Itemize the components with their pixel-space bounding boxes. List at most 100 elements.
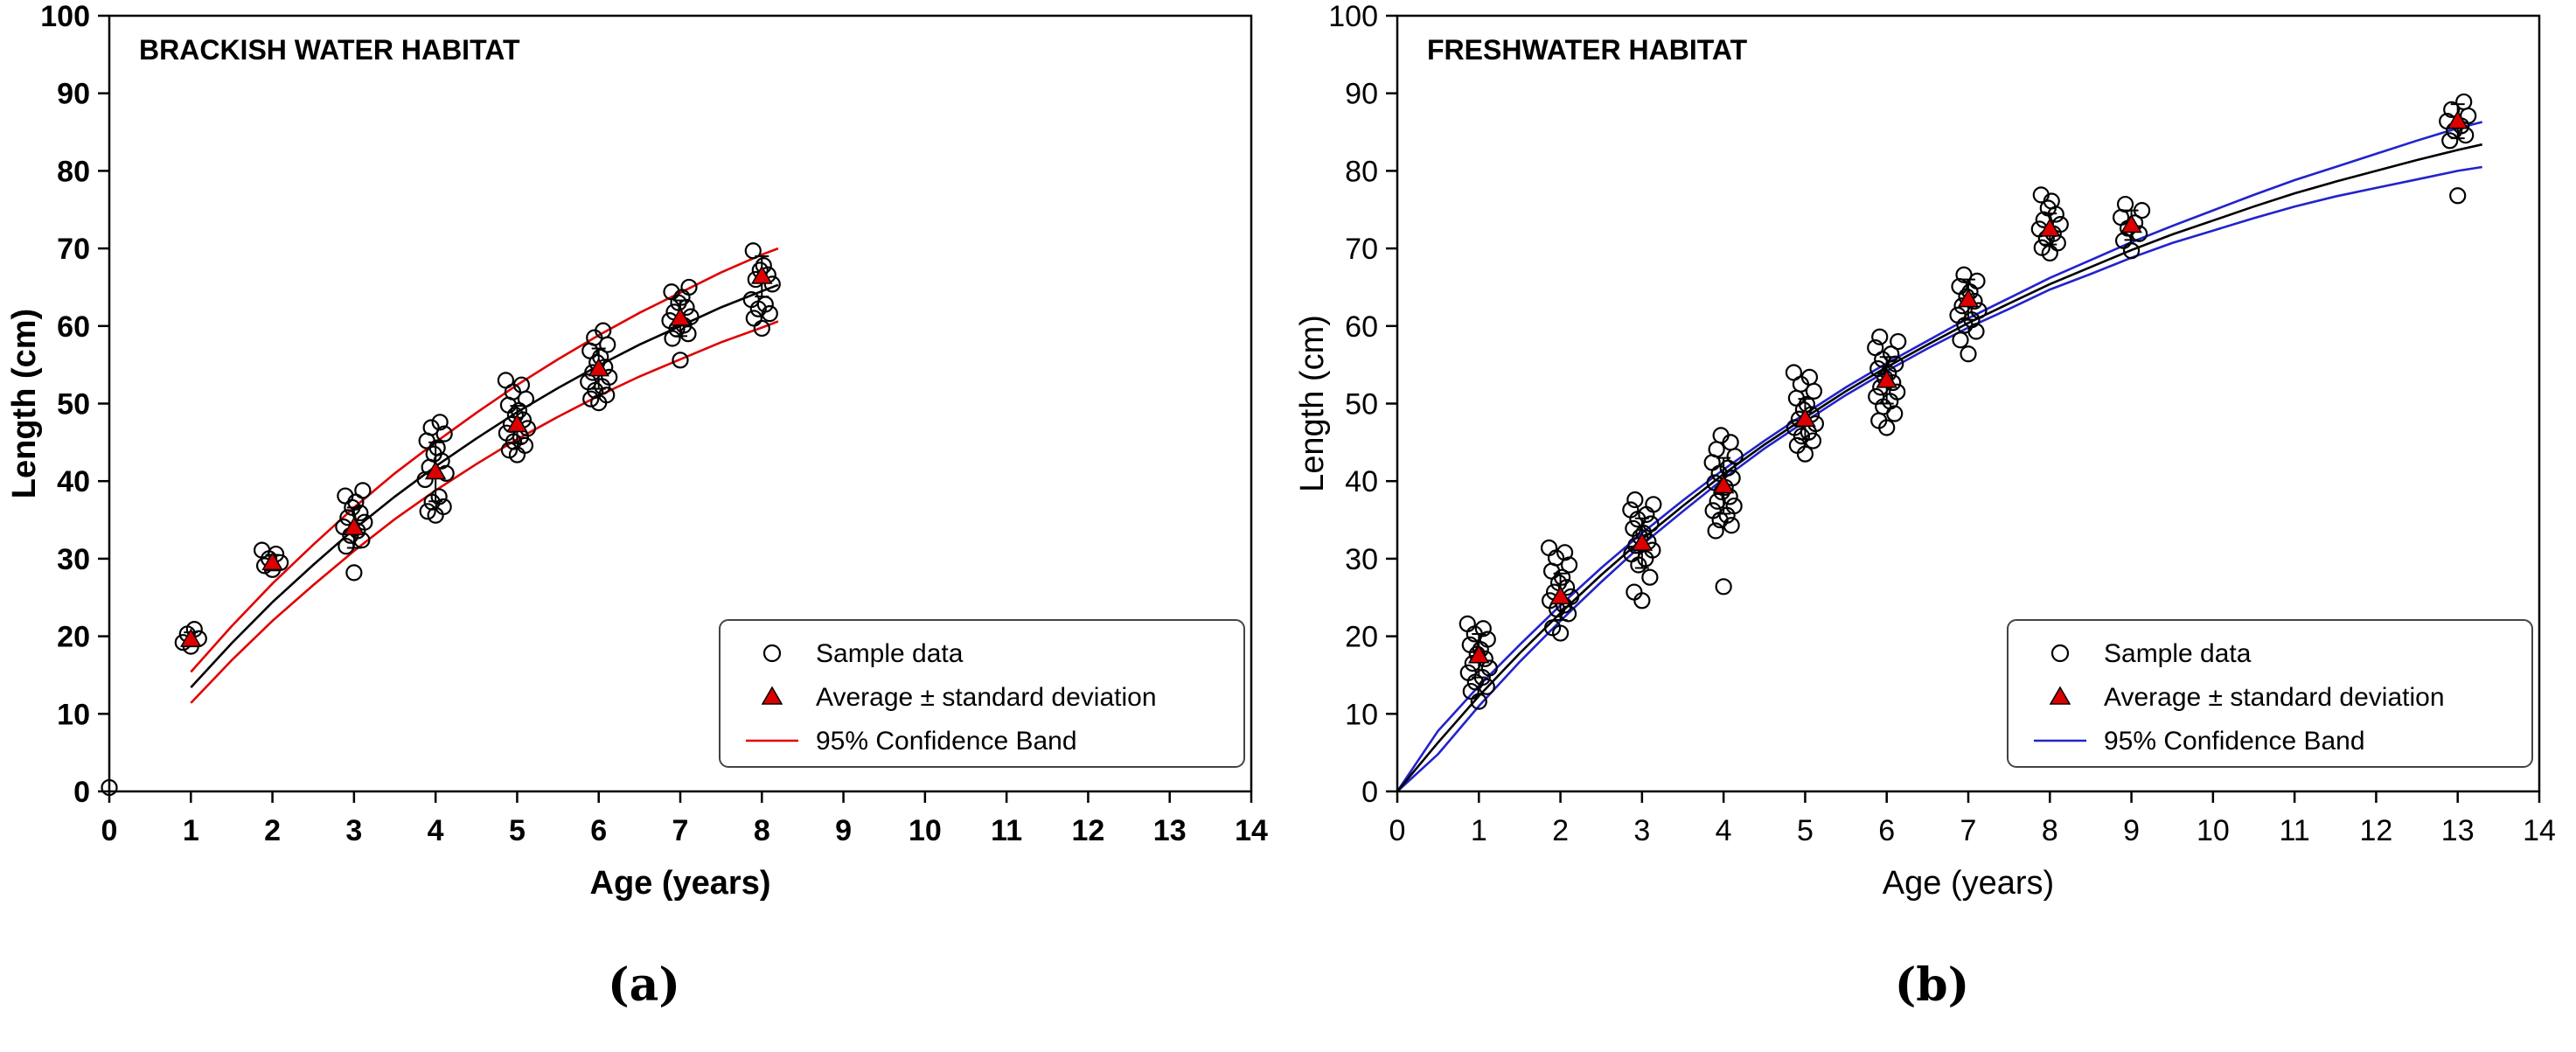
sample-point — [497, 372, 515, 389]
sample-point — [419, 503, 436, 520]
legend-label: 95% Confidence Band — [2104, 727, 2365, 756]
sample-point — [1890, 332, 1907, 351]
y-tick-label: 50 — [1345, 388, 1378, 421]
sample-point — [1955, 266, 1973, 283]
chart-title: FRESHWATER HABITAT — [1427, 34, 1748, 66]
x-tick-label: 1 — [1471, 814, 1487, 847]
sample-point — [1461, 636, 1479, 653]
sample-point — [430, 488, 448, 505]
sample-point — [1474, 620, 1492, 637]
sample-point — [598, 387, 616, 404]
sample-points — [101, 242, 781, 797]
caption-b: (b) — [1894, 958, 1970, 1012]
sample-point — [2449, 187, 2467, 205]
sample-point — [745, 310, 762, 327]
mean-triangle — [1549, 585, 1571, 605]
y-tick-label: 50 — [57, 388, 90, 421]
sample-point — [1626, 583, 1643, 601]
sample-point — [601, 368, 618, 386]
sample-point — [1704, 502, 1722, 519]
sample-point — [498, 424, 516, 442]
x-tick-label: 12 — [2360, 814, 2393, 847]
sample-point — [1804, 432, 1822, 449]
caption-a: (a) — [608, 958, 680, 1012]
sample-point — [595, 322, 612, 339]
sample-point — [1788, 436, 1807, 454]
sample-point — [1459, 664, 1477, 681]
sample-point — [1785, 364, 1803, 381]
x-tick-label: 5 — [509, 814, 526, 847]
sample-point — [1796, 445, 1814, 463]
brackish-chart-canvas: 0 1 2 3 4 5 6 7 8 9 10 11 12 13 1401020304050607080901… — [6, 0, 1268, 902]
y-tick-label: 60 — [57, 310, 90, 344]
sample-point — [512, 376, 531, 394]
confidence-band — [190, 247, 779, 704]
x-tick-label: 2 — [1552, 814, 1569, 847]
sample-point — [672, 352, 689, 369]
sample-point — [1459, 615, 1476, 633]
legend: Sample data Average ± standard deviation 9… — [2007, 619, 2533, 768]
y-tick-label: 100 — [1328, 0, 1378, 33]
x-tick-label: 13 — [1153, 814, 1187, 847]
legend-label: 95% Confidence Band — [816, 727, 1077, 756]
legend-label: Sample data — [816, 639, 964, 668]
sample-point — [422, 419, 440, 436]
sample-point — [345, 564, 363, 582]
sample-point — [1960, 345, 1977, 363]
sample-point — [1715, 578, 1732, 596]
growth-curve — [1396, 143, 2482, 792]
sample-point — [761, 305, 778, 323]
sample-point — [1626, 491, 1644, 509]
x-tick-label: 5 — [1797, 814, 1814, 847]
sample-point — [431, 414, 449, 431]
y-axis: 0 10 20 30 40 50 60 70 80 90 100 — [1328, 0, 1397, 809]
sample-point — [1868, 387, 1885, 406]
legend-mean-icon — [761, 686, 783, 705]
figure-row: 0 1 2 3 4 5 6 7 8 9 10 11 12 13 14 0 10 20 30 40 50 60 70 80 90 1… — [6, 0, 2556, 1012]
mean-triangle — [2120, 213, 2142, 233]
x-tick-label: 13 — [2441, 814, 2475, 847]
chart-title: BRACKISH WATER HABITAT — [139, 34, 520, 66]
sample-point — [1952, 331, 1969, 349]
y-axis-label: Length (cm) — [6, 309, 43, 498]
sample-point — [516, 436, 534, 454]
mean-triangle — [261, 551, 283, 571]
mean-triangle — [1794, 408, 1816, 427]
sample-point — [580, 373, 597, 391]
y-tick-label: 10 — [57, 698, 90, 731]
sample-point — [337, 487, 354, 505]
x-tick-label: 14 — [2523, 814, 2556, 847]
x-axis: 0 1 2 3 4 5 6 7 8 9 10 11 12 13 14 — [101, 791, 1268, 847]
sample-point — [435, 498, 452, 516]
sample-point — [1623, 545, 1640, 563]
sample-point — [582, 390, 600, 408]
sample-point — [1462, 682, 1479, 700]
legend-label: Average ± standard deviation — [2104, 683, 2445, 712]
mean-triangle — [1712, 475, 1735, 494]
sample-point — [1708, 441, 1725, 458]
freshwater-chart-canvas: 0 1 2 3 4 5 6 7 8 9 10 11 12 13 1401020304050607080901… — [1294, 0, 2556, 902]
x-tick-label: 0 — [1389, 814, 1406, 847]
x-tick-label: 7 — [672, 814, 689, 847]
mean-triangle — [588, 358, 610, 377]
legend-mean-icon — [2049, 686, 2071, 705]
sample-point — [2116, 195, 2134, 213]
sample-point — [253, 541, 271, 559]
sample-point — [744, 242, 762, 260]
y-tick-label: 100 — [40, 0, 90, 33]
y-tick-label: 0 — [73, 776, 90, 809]
sample-point — [1645, 496, 1662, 513]
mean-triangle — [669, 307, 692, 326]
y-tick-label: 90 — [57, 78, 90, 111]
x-tick-label: 9 — [835, 814, 852, 847]
sample-point — [1871, 328, 1889, 345]
sample-point — [2455, 93, 2473, 111]
y-tick-label: 30 — [1345, 543, 1378, 576]
x-tick-label: 9 — [2123, 814, 2140, 847]
y-tick-label: 70 — [1345, 233, 1378, 266]
sample-point — [1478, 678, 1495, 695]
sample-point — [1883, 345, 1900, 363]
sample-point — [1556, 544, 1574, 561]
x-tick-label: 8 — [754, 814, 770, 847]
x-tick-label: 3 — [1633, 814, 1650, 847]
